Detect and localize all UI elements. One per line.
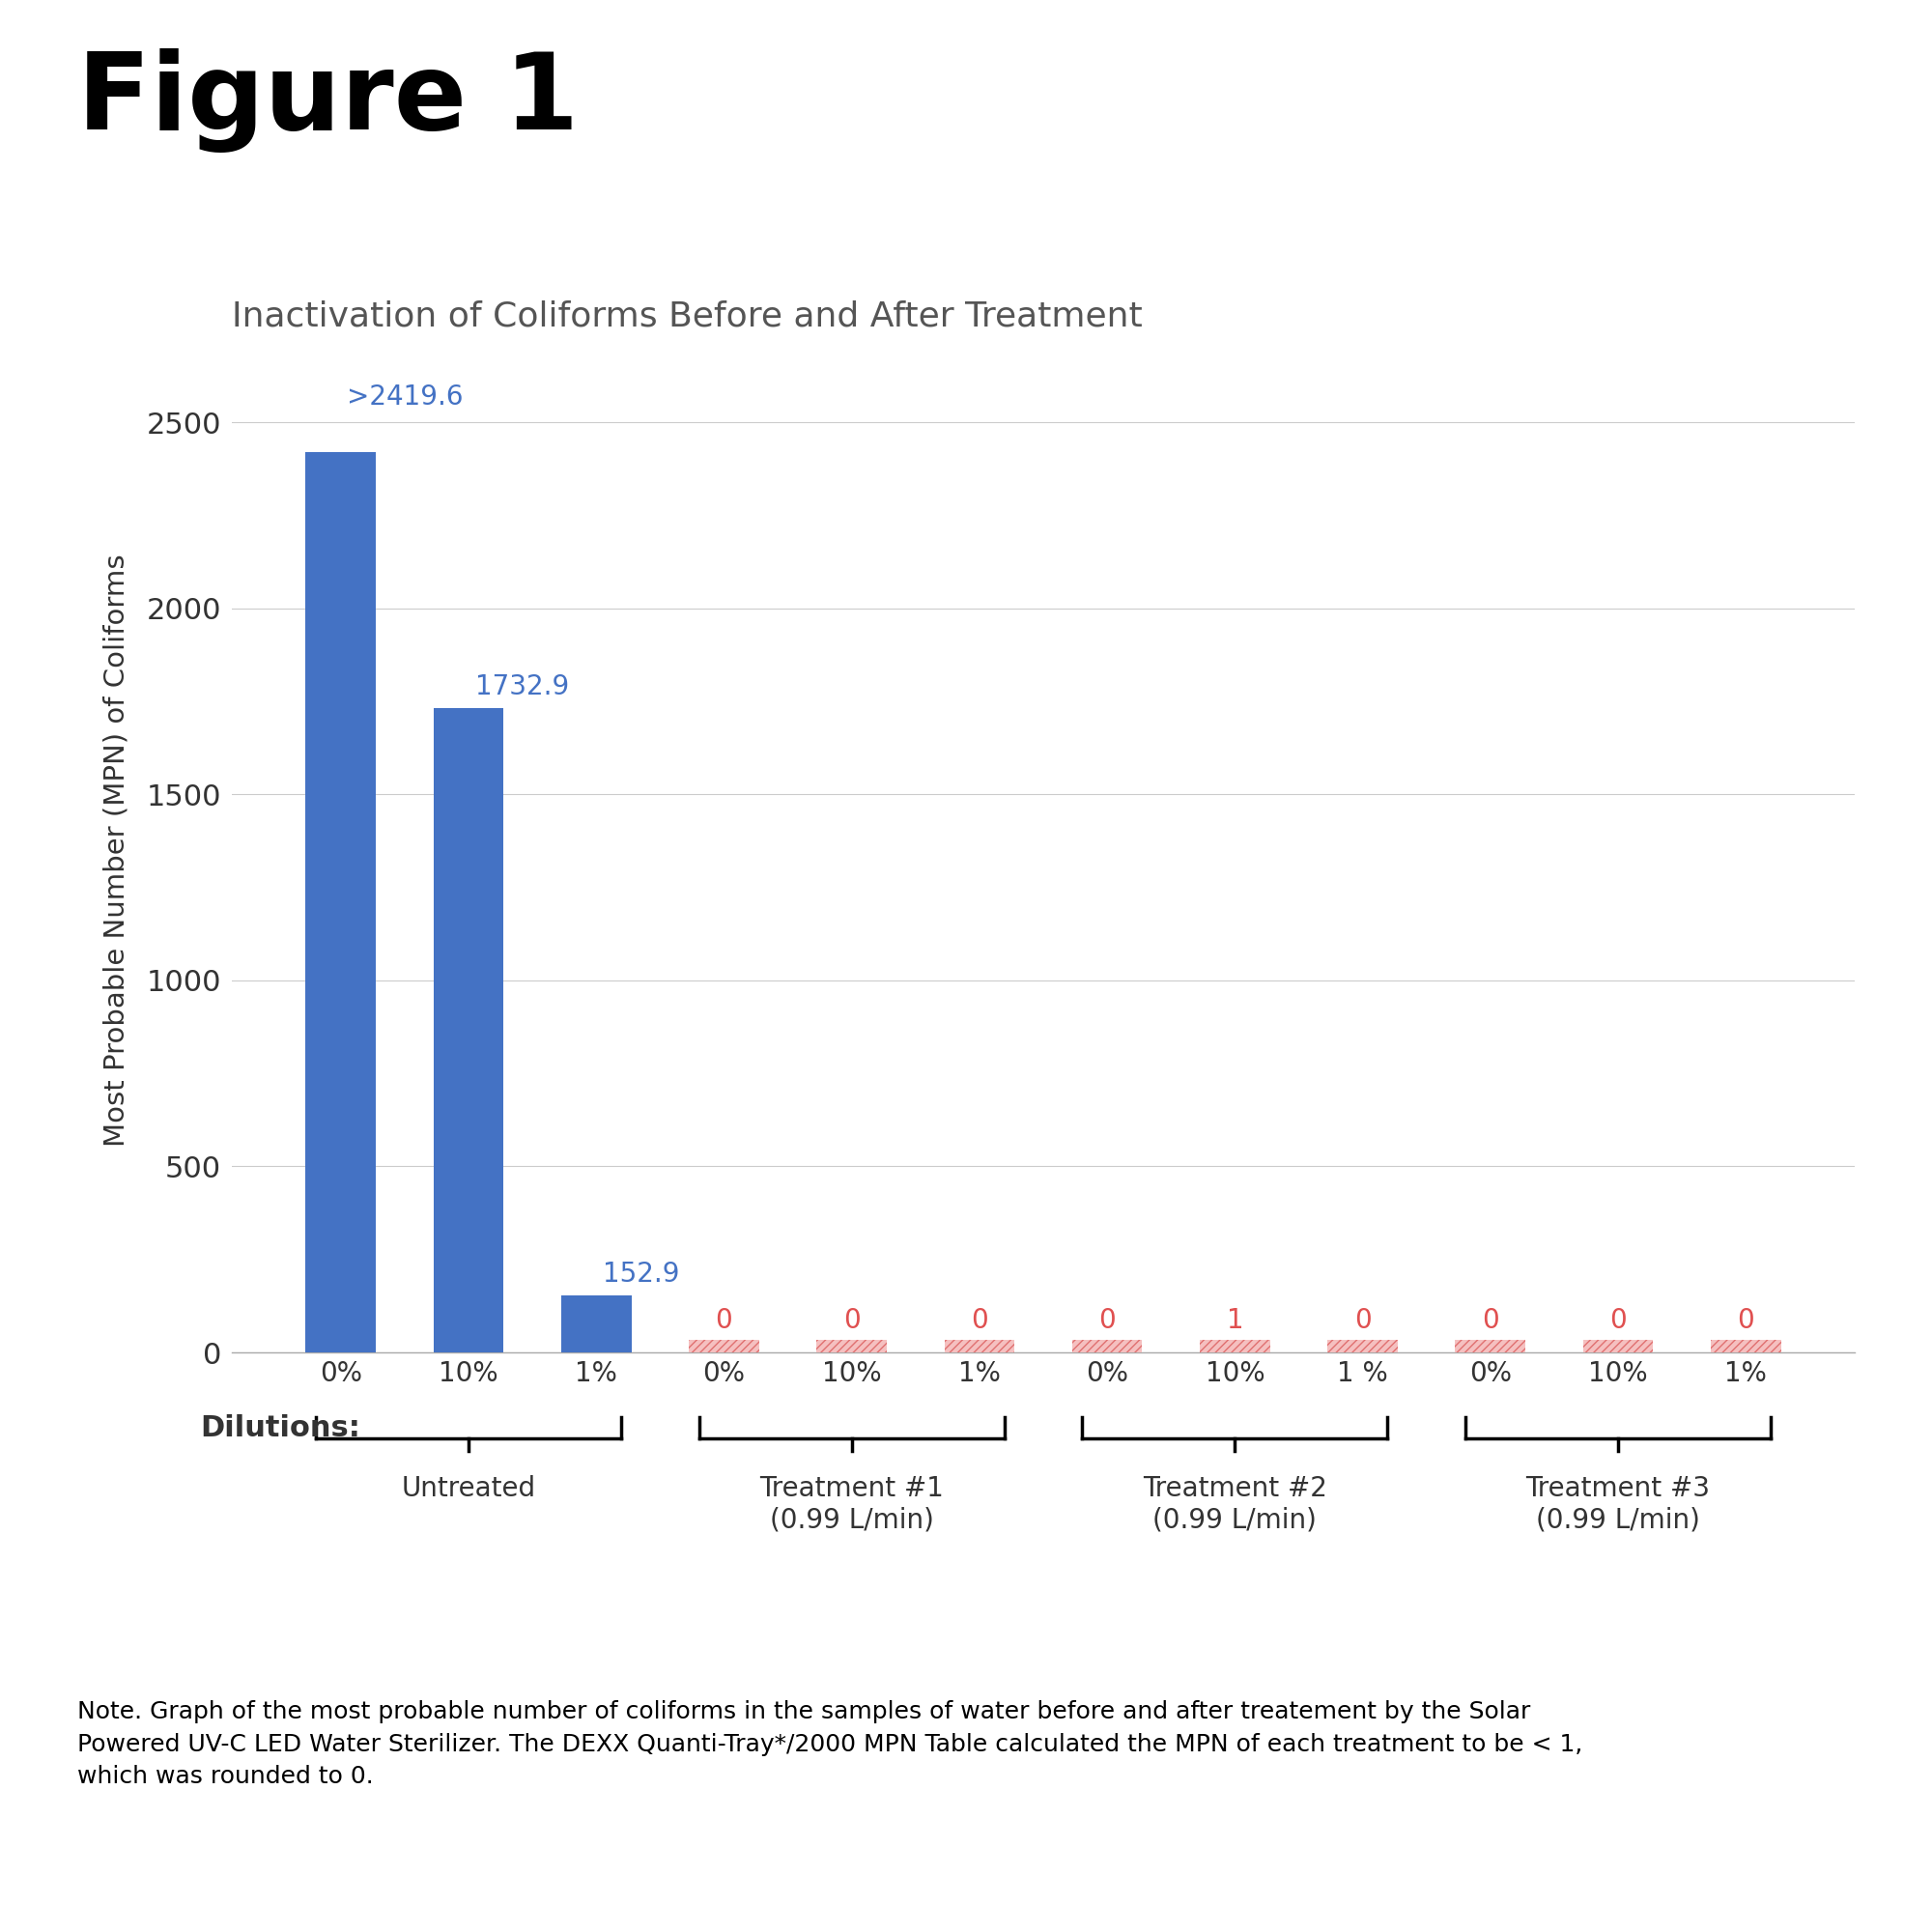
Text: Treatment #3
(0.99 L/min): Treatment #3 (0.99 L/min) — [1526, 1476, 1710, 1534]
Bar — [1710, 1339, 1781, 1352]
Y-axis label: Most Probable Number (MPN) of Coliforms: Most Probable Number (MPN) of Coliforms — [102, 554, 129, 1146]
Bar — [1582, 1339, 1654, 1352]
Bar — [560, 1296, 632, 1352]
Text: 0: 0 — [972, 1306, 987, 1333]
Text: 0: 0 — [1482, 1306, 1499, 1333]
Bar — [433, 707, 504, 1352]
Text: Dilutions:: Dilutions: — [201, 1414, 361, 1441]
Bar — [945, 1339, 1014, 1352]
Bar — [1327, 1339, 1397, 1352]
Text: 0: 0 — [715, 1306, 732, 1333]
Bar — [817, 1339, 887, 1352]
Bar — [1710, 1339, 1781, 1352]
Text: Treatment #1
(0.99 L/min): Treatment #1 (0.99 L/min) — [759, 1476, 945, 1534]
Text: >2419.6: >2419.6 — [348, 384, 464, 412]
Text: Figure 1: Figure 1 — [77, 48, 580, 153]
Text: 0: 0 — [1609, 1306, 1627, 1333]
Bar — [1200, 1339, 1269, 1352]
Bar — [945, 1339, 1014, 1352]
Text: Note. Graph of the most probable number of coliforms in the samples of water bef: Note. Graph of the most probable number … — [77, 1700, 1582, 1789]
Text: 1: 1 — [1227, 1306, 1244, 1333]
Text: 0: 0 — [1737, 1306, 1754, 1333]
Text: Inactivation of Coliforms Before and After Treatment: Inactivation of Coliforms Before and Aft… — [232, 299, 1142, 332]
Bar — [305, 452, 377, 1352]
Bar — [1072, 1339, 1142, 1352]
Text: 0: 0 — [1354, 1306, 1372, 1333]
Bar — [1072, 1339, 1142, 1352]
Bar — [690, 1339, 759, 1352]
Text: 0: 0 — [1099, 1306, 1115, 1333]
Bar — [1200, 1339, 1269, 1352]
Text: 1732.9: 1732.9 — [475, 672, 568, 699]
Text: Untreated: Untreated — [402, 1476, 535, 1503]
Bar — [1582, 1339, 1654, 1352]
Text: 0: 0 — [842, 1306, 860, 1333]
Text: 152.9: 152.9 — [603, 1262, 680, 1289]
Bar — [1327, 1339, 1397, 1352]
Bar — [1455, 1339, 1526, 1352]
Text: Treatment #2
(0.99 L/min): Treatment #2 (0.99 L/min) — [1142, 1476, 1327, 1534]
Bar — [690, 1339, 759, 1352]
Bar — [1455, 1339, 1526, 1352]
Bar — [817, 1339, 887, 1352]
